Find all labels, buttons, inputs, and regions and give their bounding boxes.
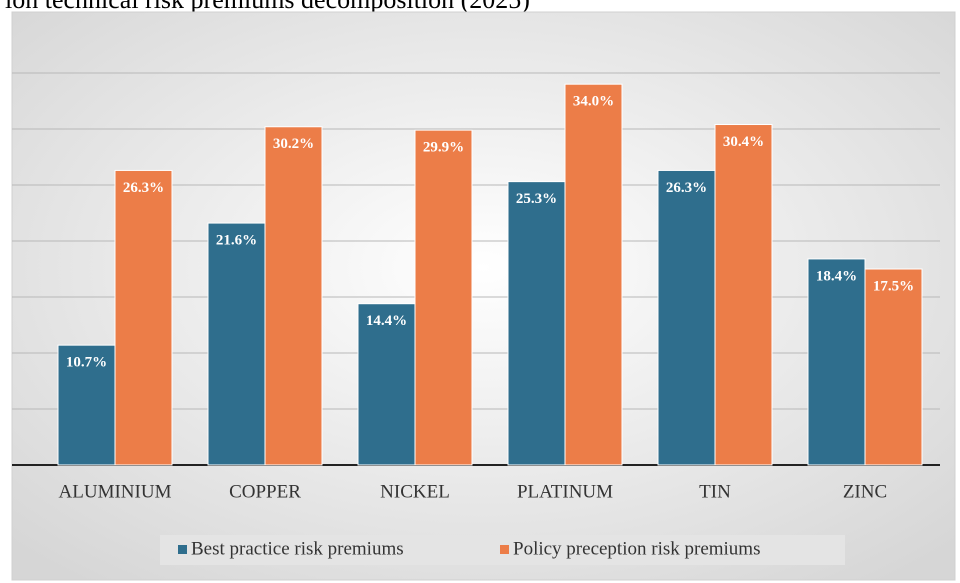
data-label: 18.4% xyxy=(816,268,857,284)
legend-label: Best practice risk premiums xyxy=(191,538,404,559)
data-label: 34.0% xyxy=(573,94,614,110)
bar xyxy=(714,124,773,466)
bar xyxy=(114,169,173,466)
data-label: 26.3% xyxy=(666,180,707,196)
data-label: 21.6% xyxy=(216,233,257,249)
bar xyxy=(264,126,323,466)
legend-swatch xyxy=(500,545,509,554)
x-tick-label: ALUMINIUM xyxy=(59,481,172,502)
bar xyxy=(357,303,416,466)
bar xyxy=(207,222,266,466)
data-label: 14.4% xyxy=(366,313,407,329)
bar xyxy=(807,258,866,466)
x-tick-label: NICKEL xyxy=(380,481,450,502)
bar xyxy=(414,129,473,466)
x-tick-label: ZINC xyxy=(843,481,887,502)
bar xyxy=(57,344,116,466)
bar xyxy=(864,268,923,466)
bar xyxy=(657,169,716,466)
chart-title: ion technical risk premiums decompositio… xyxy=(5,0,530,14)
x-tick-label: TIN xyxy=(699,481,731,502)
data-label: 29.9% xyxy=(423,140,464,156)
data-label: 17.5% xyxy=(873,278,914,294)
data-label: 25.3% xyxy=(516,191,557,207)
legend-swatch xyxy=(178,545,187,554)
x-tick-label: COPPER xyxy=(229,481,301,502)
bar xyxy=(507,181,566,466)
data-label: 10.7% xyxy=(66,355,107,371)
bar xyxy=(564,83,623,466)
data-label: 26.3% xyxy=(123,180,164,196)
x-tick-label: PLATINUM xyxy=(517,481,613,502)
data-label: 30.4% xyxy=(723,134,764,150)
data-label: 30.2% xyxy=(273,136,314,152)
legend-label: Policy preception risk premiums xyxy=(513,538,760,559)
